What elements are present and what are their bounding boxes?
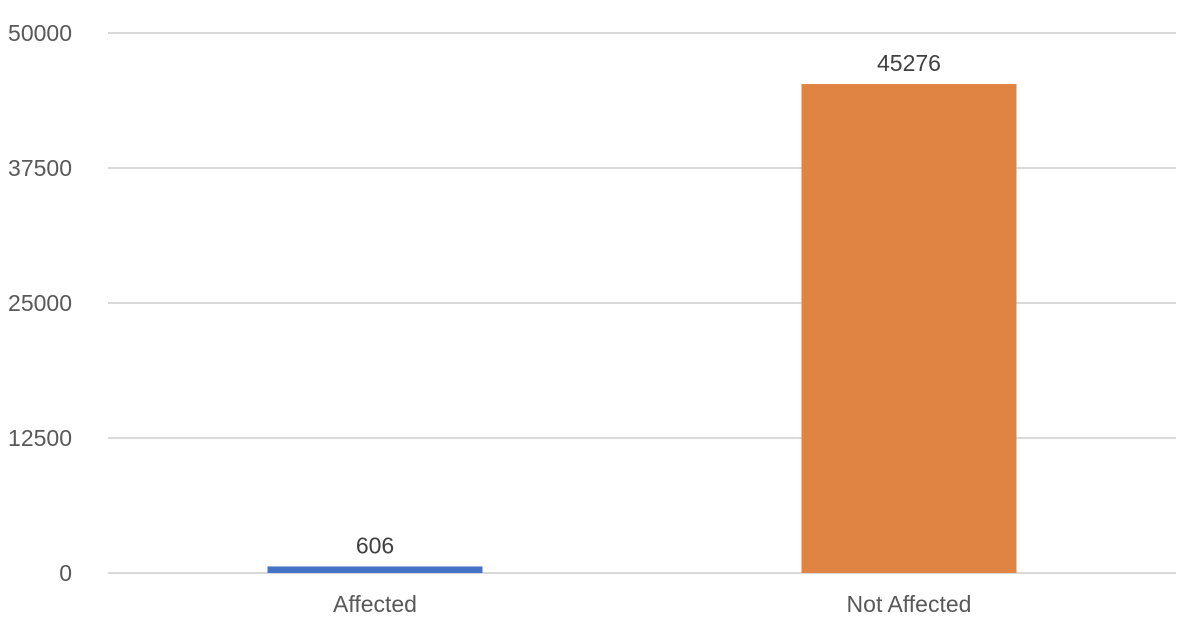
bars bbox=[267, 84, 1017, 574]
y-tick-label: 12500 bbox=[8, 425, 72, 451]
data-labels: 606 45276 bbox=[356, 50, 941, 558]
y-tick-label: 50000 bbox=[8, 20, 72, 46]
y-tick-label: 25000 bbox=[8, 290, 72, 316]
category-label-affected: Affected bbox=[333, 591, 417, 617]
bar-affected bbox=[267, 566, 483, 573]
data-label-affected: 606 bbox=[356, 532, 394, 558]
bar-not-affected bbox=[801, 84, 1017, 574]
category-label-not-affected: Not Affected bbox=[847, 591, 972, 617]
y-axis-ticks: 0 12500 25000 37500 50000 bbox=[8, 20, 72, 586]
y-tick-label: 0 bbox=[59, 560, 72, 586]
x-axis-categories: Affected Not Affected bbox=[333, 591, 971, 617]
data-label-not-affected: 45276 bbox=[877, 50, 941, 76]
y-tick-label: 37500 bbox=[8, 155, 72, 181]
